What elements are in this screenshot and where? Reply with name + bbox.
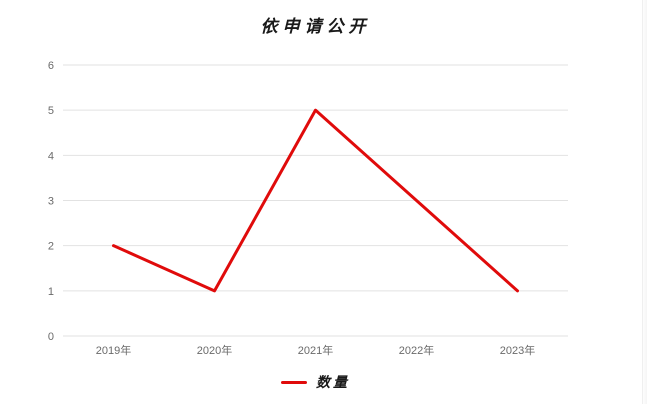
- chart-title: 依申请公开: [260, 17, 371, 37]
- window-edge-shadow: [642, 0, 647, 404]
- y-tick-label: 1: [48, 286, 54, 298]
- y-tick-label: 6: [48, 60, 54, 72]
- x-tick-label: 2020年: [197, 343, 232, 357]
- x-tick-label: 2019年: [96, 343, 131, 357]
- y-tick-label: 5: [48, 105, 54, 117]
- chart-legend: 数量: [0, 372, 631, 392]
- series-line: [112, 108, 519, 293]
- x-tick-label: 2023年: [500, 343, 535, 357]
- y-tick-label: 4: [48, 150, 54, 162]
- y-tick-label: 0: [48, 331, 54, 343]
- y-tick-label: 2: [48, 241, 54, 253]
- x-tick-label: 2021年: [298, 343, 333, 357]
- legend-series-label: 数量: [316, 375, 350, 391]
- x-tick-label: 2022年: [399, 343, 434, 357]
- y-tick-label: 3: [48, 196, 54, 208]
- legend-line-swatch-icon: [281, 380, 307, 384]
